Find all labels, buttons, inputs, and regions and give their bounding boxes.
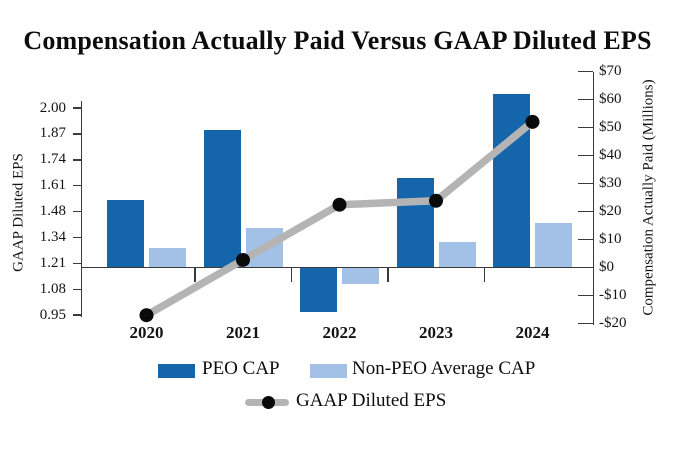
left-axis-tick [72,314,81,316]
x-axis-boundary-tick [290,267,292,282]
right-axis-tick [578,238,593,241]
legend-label-peo-cap: PEO CAP [202,358,280,379]
right-axis-tick [578,210,593,213]
right-axis-tick-label: $10 [599,231,622,247]
x-axis-category-label: 2021 [226,323,260,342]
legend-swatch-non-peo-cap [310,364,347,378]
x-axis-category-label: 2023 [419,323,453,342]
right-axis-tick [578,126,593,129]
gaap-eps-line [142,118,537,319]
bar-non-peo-cap [438,242,476,268]
left-axis-line [80,101,83,317]
left-axis-tick [72,133,81,135]
left-axis-tick [72,236,81,239]
left-axis-tick [72,288,81,291]
gaap-eps-point [332,197,347,212]
bar-peo-cap [300,267,337,313]
left-axis-tick-label: 1.74 [39,151,66,168]
right-axis-tick-label: -$20 [599,315,627,331]
right-axis-tick [578,154,593,157]
x-axis-category-label: 2020 [129,323,164,342]
x-axis-category-label: 2024 [515,323,550,342]
left-axis-tick-label: 1.61 [39,177,66,194]
left-axis-tick-label: 1.08 [39,280,66,297]
left-axis-tick [72,107,81,109]
gaap-eps-point [429,193,443,208]
bar-non-peo-cap [535,222,572,268]
right-axis-tick-label: $60 [599,91,622,107]
left-axis-tick-label: 1.48 [39,203,66,220]
right-axis-tick [578,182,593,185]
x-axis-boundary-tick [387,267,389,282]
right-axis-tick-label: $0 [599,259,614,275]
left-axis-tick [72,210,81,213]
right-axis-tick [578,322,593,325]
right-axis-tick-label: $70 [599,63,622,79]
left-axis-tick-label: 1.34 [39,229,66,245]
left-axis-tick-label: 0.95 [39,306,66,323]
x-axis-boundary-tick [483,267,485,282]
bar-peo-cap [396,177,434,268]
chart-title: Compensation Actually Paid Versus GAAP D… [23,26,652,55]
gaap-eps-point [236,252,250,267]
right-axis-tick [578,266,593,269]
legend-marker-dot-icon [262,396,275,409]
bar-peo-cap [493,93,530,268]
left-axis-tick-label: 1.87 [39,125,66,142]
bar-non-peo-cap [342,267,379,285]
left-axis-tick [72,159,81,161]
right-axis-tick-label: $30 [599,175,622,191]
right-axis-tick-label: $20 [599,203,622,219]
right-axis-tick-label: $40 [599,147,622,163]
right-axis-line [592,71,595,326]
bar-peo-cap [107,200,144,268]
x-axis-category-label: 2022 [322,323,357,342]
gaap-eps-point [525,114,540,129]
x-axis-baseline [80,266,594,269]
right-axis-tick-label: $50 [599,119,622,135]
legend-swatch-peo-cap [158,364,195,378]
legend-label-gaap-eps: GAAP Diluted EPS [296,390,447,411]
right-axis-tick [578,70,593,73]
left-axis-tick-label: 2.00 [39,99,66,116]
bar-non-peo-cap [149,247,186,268]
right-axis-tick-label: -$10 [599,287,627,303]
x-axis-boundary-tick [194,267,196,282]
bar-peo-cap [203,130,241,268]
legend-label-non-peo-cap: Non-PEO Average CAP [352,358,536,379]
left-axis-tick-label: 1.21 [39,254,66,271]
right-axis-tick [578,294,593,297]
left-axis-tick [72,184,81,187]
right-axis-tick [578,98,593,101]
left-axis-tick [72,262,81,265]
gaap-eps-point [139,308,154,323]
